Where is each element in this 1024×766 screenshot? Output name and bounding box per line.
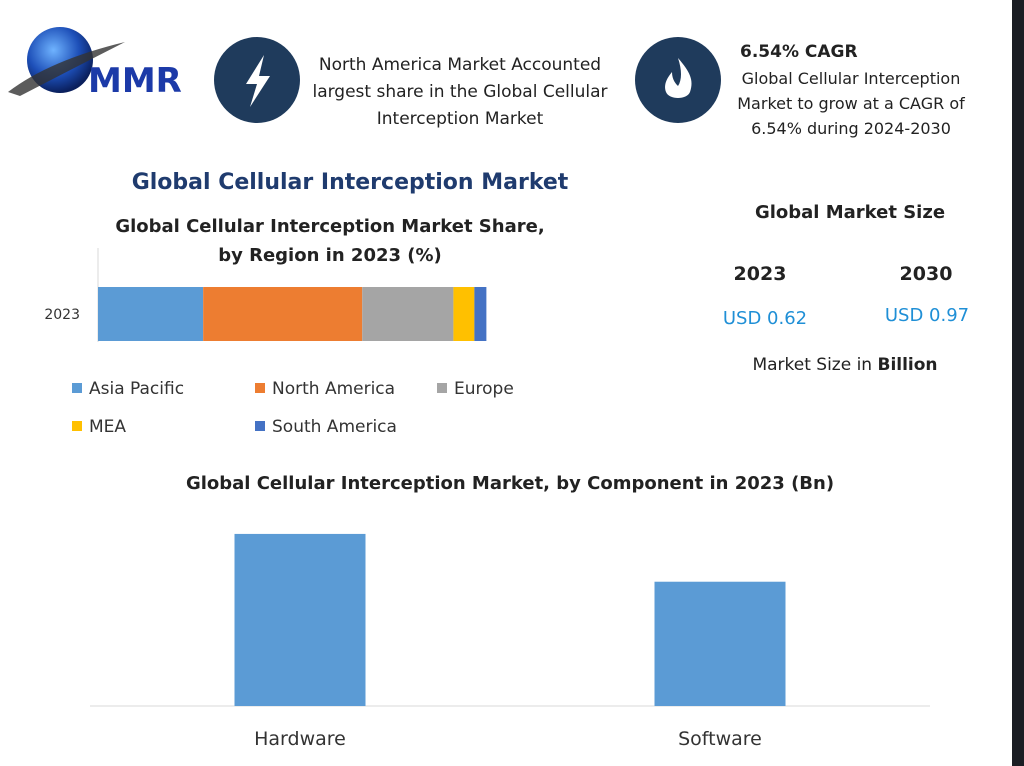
- bar-segment: [98, 287, 204, 341]
- legend-swatch: [437, 383, 447, 393]
- legend-label: North America: [272, 379, 395, 399]
- legend-swatch: [72, 421, 82, 431]
- legend-label: South America: [272, 417, 397, 437]
- bar: [654, 581, 786, 706]
- highlight-title: 6.54% CAGR: [740, 42, 858, 62]
- logo-text: MMR: [88, 61, 182, 101]
- y-tick-label: 2023: [44, 307, 80, 323]
- market-size-title: Global Market Size: [754, 202, 946, 223]
- legend-swatch: [255, 383, 265, 393]
- market-value: USD 0.97: [884, 305, 970, 326]
- year: 2030: [899, 263, 953, 285]
- bar: [234, 533, 366, 706]
- chart-title: Global Cellular Interception Market, by …: [185, 473, 835, 494]
- legend-swatch: [72, 383, 82, 393]
- legend-swatch: [255, 421, 265, 431]
- charts: 2023 Asia Pacific North America Europe MEA So…: [44, 248, 930, 750]
- market-value: USD 0.62: [722, 308, 808, 329]
- legend-label: Europe: [454, 379, 514, 399]
- bar-segment: [474, 287, 487, 341]
- bar-segment: [453, 287, 475, 341]
- note-text: Market Size in: [752, 355, 873, 375]
- x-tick-label: Hardware: [254, 728, 346, 750]
- highlight-text: Global Cellular Interception Market to g…: [737, 69, 965, 138]
- market-size-note: Market Size in Billion: [700, 355, 990, 375]
- icon-flame: [635, 37, 721, 123]
- chart-title: Global Cellular Interception Market Shar…: [115, 216, 545, 266]
- main-title: Global Cellular Interception Market: [131, 170, 569, 195]
- legend-label: MEA: [89, 417, 126, 437]
- note-unit: Billion: [877, 355, 938, 375]
- bar-segment: [203, 287, 363, 341]
- frame-edge: [1012, 0, 1024, 766]
- bar-segment: [362, 287, 454, 341]
- year: 2023: [733, 263, 787, 285]
- logo: MMR: [8, 27, 182, 101]
- x-tick-label: Software: [678, 728, 762, 750]
- icon-bolt: [214, 37, 300, 123]
- highlight-text: North America Market Accounted largest s…: [312, 55, 608, 129]
- legend-label: Asia Pacific: [89, 379, 184, 399]
